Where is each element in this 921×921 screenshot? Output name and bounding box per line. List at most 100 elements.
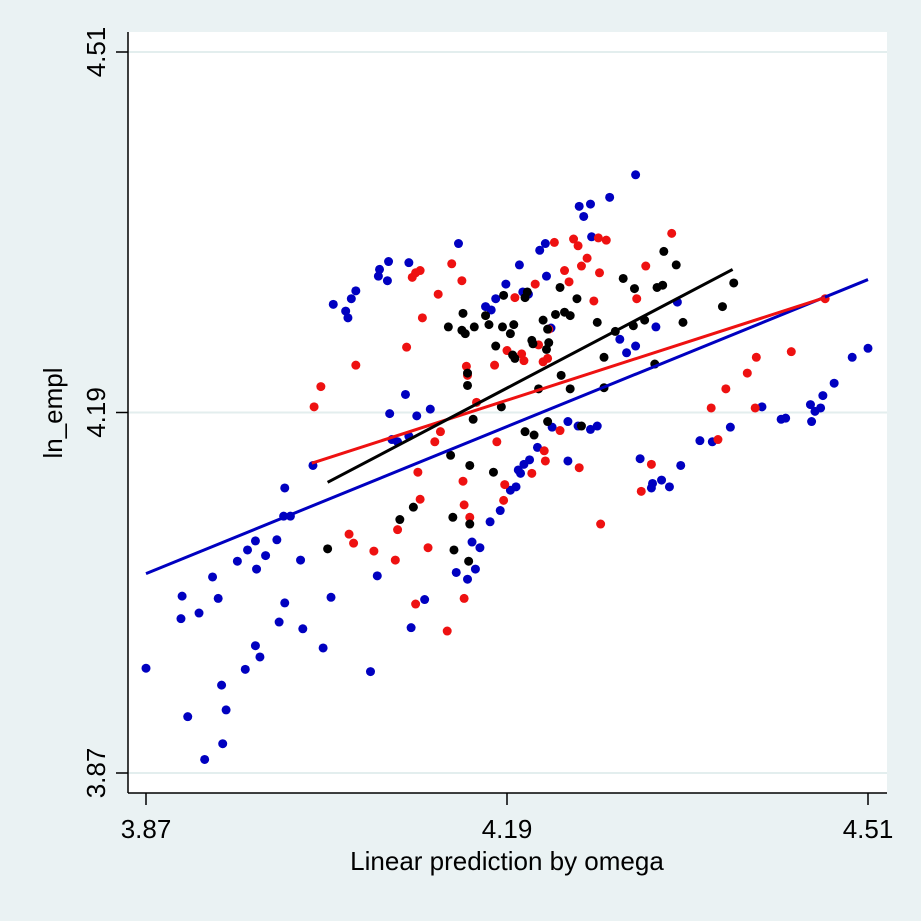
fit-line-red [311,296,826,465]
data-point-red [490,360,500,370]
data-point-blue [585,424,595,434]
data-point-black [565,384,575,394]
y-tick-label: 4.19 [81,387,111,438]
data-point-black [599,352,609,362]
data-point-blue [141,663,151,673]
data-point-black [505,329,515,339]
data-point-red [349,538,359,548]
data-point-blue [495,506,505,516]
data-point-red [423,543,433,553]
data-point-blue [194,608,204,618]
x-axis-ticks: 3.87 4.19 4.51 [121,793,894,844]
data-point-red [369,546,379,556]
x-axis-title: Linear prediction by omega [350,846,664,876]
data-point-red [601,235,611,245]
data-point-blue [255,652,265,662]
data-point-red [415,494,425,504]
data-point-blue [664,482,674,492]
data-point-blue [217,680,227,690]
data-point-red [596,519,606,529]
data-point-blue [328,299,338,309]
data-point-red [519,356,529,366]
data-point-black [659,246,669,256]
data-point-red [351,360,361,370]
data-point-blue [400,389,410,399]
data-point-black [538,315,548,325]
x-tick-label: 4.19 [482,814,533,844]
data-point-red [636,486,646,496]
data-point-blue [805,400,815,410]
data-point-blue [420,595,430,605]
data-point-black [528,339,538,349]
data-point-black [395,515,405,525]
data-point-black [629,284,639,294]
data-point-black [556,370,566,380]
data-point-blue [274,617,284,627]
data-point-red [560,266,570,276]
data-point-red [721,384,731,394]
data-point-red [316,382,326,392]
data-point-red [499,495,509,505]
data-point-red [417,313,427,323]
fit-line-blue [145,278,869,575]
data-point-blue [505,485,515,495]
data-point-red [569,234,579,244]
data-point-red [465,512,475,522]
data-point-black [555,282,565,292]
data-point-blue [373,271,383,281]
data-point-red [582,253,592,263]
data-point-red [510,293,520,303]
data-point-red [539,446,549,456]
data-point-black [543,324,553,334]
data-point-blue [541,271,551,281]
data-point-blue [587,232,597,242]
data-point-blue [816,403,826,413]
data-point-black [658,280,668,290]
data-point-blue [725,422,735,432]
y-axis-title: ln_empl [38,367,68,458]
data-point-black [522,287,532,297]
data-point-black [488,467,498,477]
data-point-red [461,361,471,371]
data-point-red [459,500,469,510]
data-point-blue [200,754,210,764]
data-point-red [750,403,760,413]
data-point-blue [261,551,271,561]
data-point-red [447,259,457,269]
data-point-red [458,476,468,486]
data-point-black [484,320,494,330]
y-tick-label: 4.51 [81,27,111,78]
data-point-black [671,260,681,270]
data-point-black [497,322,507,332]
data-point-black [496,402,506,412]
data-point-blue [280,483,290,493]
data-point-red [433,289,443,299]
data-point-black [481,311,491,321]
data-point-black [551,309,561,319]
data-point-red [457,276,467,286]
data-point-black [469,322,479,332]
data-point-red [309,402,319,412]
data-point-blue [176,614,186,624]
data-point-black [572,294,582,304]
data-point-black [499,290,509,300]
data-point-blue [470,564,480,574]
data-point-blue [250,641,260,651]
data-point-red [517,349,527,359]
data-point-red [393,525,403,535]
data-point-black [717,302,727,312]
data-point-blue [346,294,356,304]
x-tick-label: 4.51 [843,814,894,844]
x-tick-label: 3.87 [121,814,172,844]
data-point-red [667,228,677,238]
data-point-blue [467,537,477,547]
data-point-blue [250,536,260,546]
data-point-black [491,341,501,351]
data-point-blue [657,475,667,485]
data-point-black [544,338,554,348]
data-point-red [646,459,656,469]
data-point-red [500,480,510,490]
data-point-blue [695,436,705,446]
data-point-black [448,512,458,522]
data-point-blue [183,712,193,722]
